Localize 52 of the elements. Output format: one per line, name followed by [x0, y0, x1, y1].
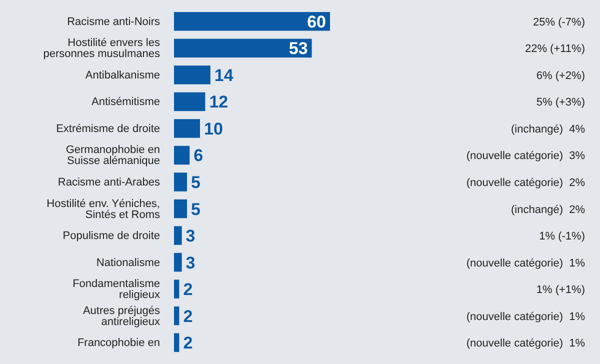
y-tick-label: Francophobie en — [77, 337, 160, 350]
bar — [174, 12, 330, 31]
y-tick-label: Hostilité env. Yéniches, Sintés et Roms — [46, 198, 160, 221]
text: (nouvelle catégorie) 2% — [466, 177, 586, 189]
data-label: 14 — [214, 66, 234, 85]
y-tick-label: Racisme anti-Arabes — [58, 176, 160, 188]
text: 22% (+11%) — [524, 43, 585, 56]
bar — [174, 306, 180, 326]
text: 5% (+3%) — [536, 96, 585, 109]
bar — [174, 92, 206, 112]
y-tick-label: Hostilité envers les personnes musulmanes — [43, 37, 160, 60]
text: (nouvelle catégorie) 1% — [466, 338, 586, 350]
y-tick-label: Populisme de droite — [62, 230, 160, 242]
data-label: 2 — [183, 334, 193, 353]
data-label: 12 — [209, 92, 228, 112]
bar — [174, 252, 182, 272]
text: (inchangé) 4% — [511, 123, 586, 136]
data-label: 5 — [191, 200, 200, 219]
y-tick-label: Germanophobie en Suisse alémanique — [66, 144, 160, 168]
y-tick-label: Antisémitisme — [92, 96, 160, 108]
y-tick-label: Autres préjugés antireligieux — [82, 304, 160, 328]
data-label: 3 — [186, 253, 196, 272]
bar — [174, 226, 182, 245]
bar — [174, 66, 210, 84]
text: 6% (+2%) — [536, 70, 585, 82]
text: (nouvelle catégorie) 3% — [466, 150, 586, 162]
data-label: 60 — [307, 12, 326, 32]
data-label: 3 — [186, 226, 196, 246]
bar — [174, 119, 200, 138]
text: (nouvelle catégorie) 1% — [466, 257, 586, 270]
y-tick-label: Nationalisme — [96, 256, 160, 269]
data-label: 6 — [194, 146, 204, 166]
y-tick-label: Antibalkanisme — [85, 69, 160, 82]
bar — [174, 199, 187, 218]
data-label: 2 — [183, 306, 193, 326]
text: 1% (-1%) — [539, 230, 585, 243]
data-label: 5 — [191, 173, 200, 192]
text: (nouvelle catégorie) 1% — [466, 310, 586, 323]
bar — [174, 280, 180, 298]
text: 1% (+1%) — [536, 284, 585, 296]
text: 25% (-7%) — [533, 16, 585, 28]
bar — [174, 146, 190, 165]
data-label: 53 — [288, 39, 308, 58]
text: (inchangé) 2% — [511, 204, 586, 216]
data-label: 10 — [204, 119, 223, 138]
bar — [174, 172, 187, 192]
y-tick-label: Extrémisme de droite — [56, 122, 160, 135]
bar — [174, 333, 180, 352]
bar — [174, 38, 312, 58]
data-label: 2 — [183, 280, 193, 300]
y-tick-label: Fondamentalisme religieux — [72, 278, 160, 302]
y-tick-label: Racisme anti-Noirs — [67, 16, 160, 28]
